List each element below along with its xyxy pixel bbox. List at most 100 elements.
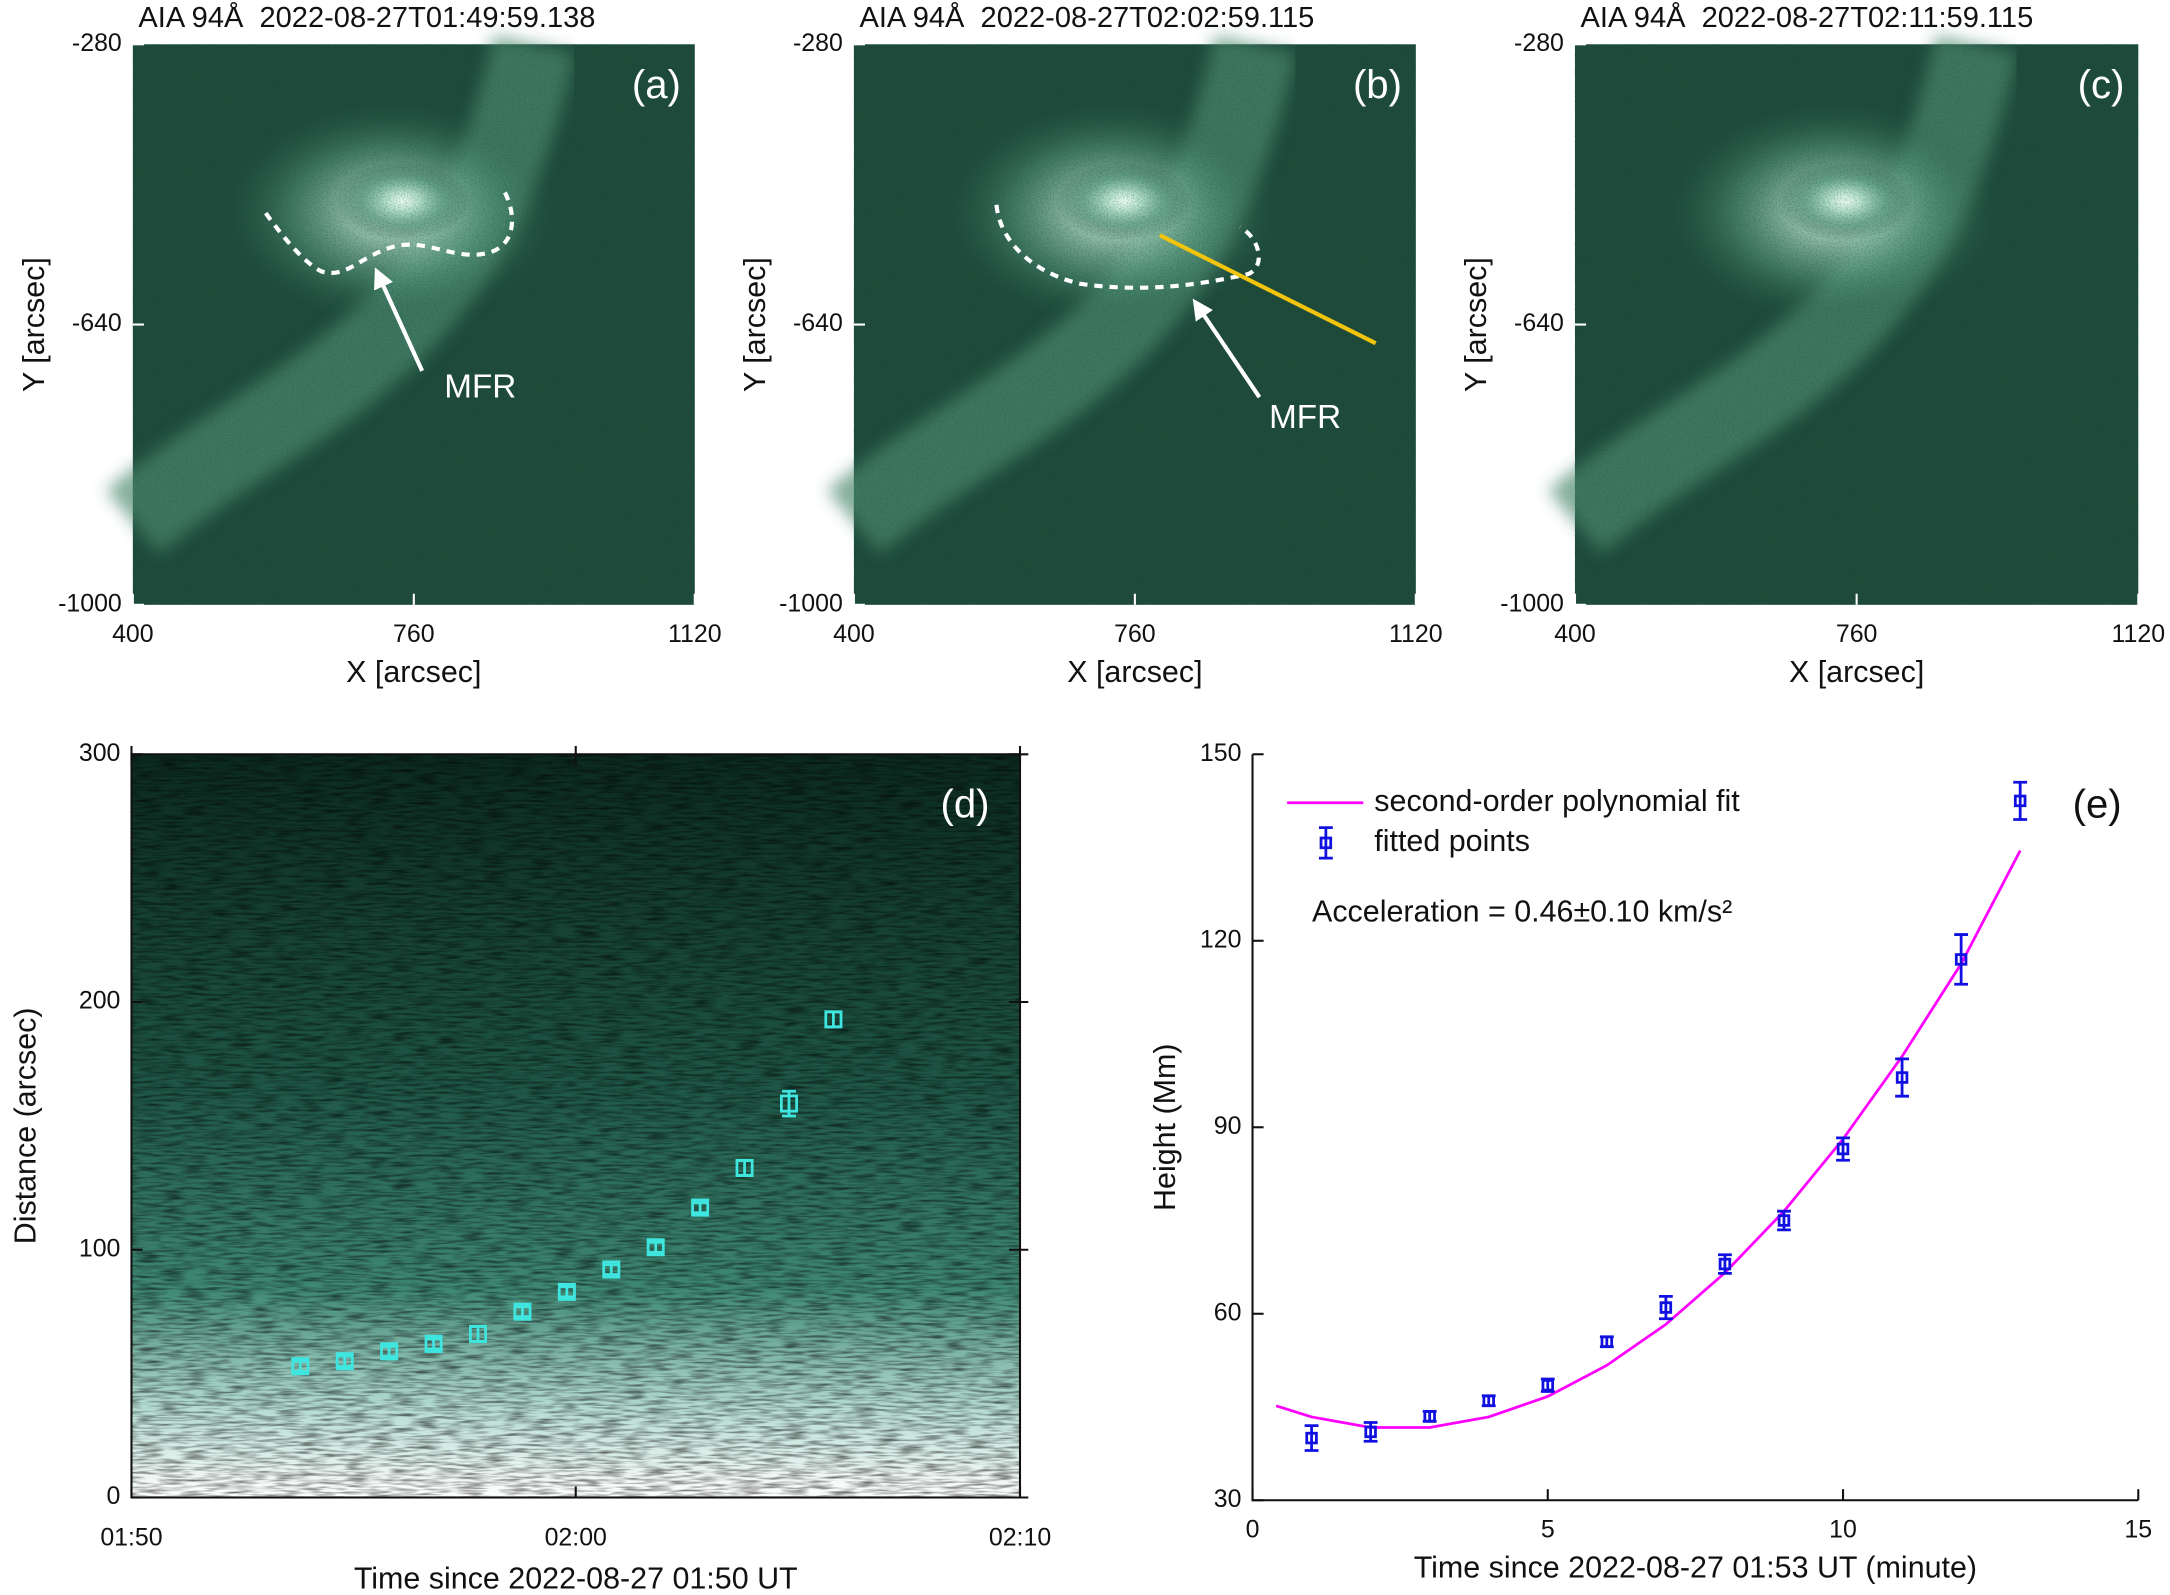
y-tick-label: 30	[1214, 1485, 1242, 1513]
point	[1541, 1379, 1555, 1392]
error-bar	[693, 1201, 708, 1214]
slit	[1158, 233, 1377, 346]
panel-label: (b)	[1353, 62, 1402, 107]
point	[1718, 1257, 1732, 1271]
mfr-outline	[264, 187, 514, 275]
arrow	[1192, 298, 1262, 399]
error-bar	[337, 1354, 352, 1368]
point	[424, 1334, 443, 1353]
y-axis-label: Y [arcsec]	[738, 257, 772, 392]
panel-label: (c)	[2078, 62, 2125, 107]
y-tick-label: 150	[1200, 739, 1242, 767]
x-tick-label: 15	[2124, 1515, 2152, 1543]
image-noise	[131, 754, 1021, 1498]
y-tick-label: -640	[793, 309, 843, 337]
point	[646, 1238, 665, 1257]
y-tick-label: 300	[79, 739, 121, 767]
y-axis-label: Y [arcsec]	[1459, 257, 1493, 392]
x-tick-label: 1120	[1389, 620, 1443, 648]
point	[779, 1094, 798, 1113]
error-bar	[293, 1359, 308, 1373]
error-bar	[382, 1344, 397, 1358]
x-axis-label: X [arcsec]	[1789, 655, 1924, 689]
x-tick-label: 10	[1829, 1515, 1857, 1543]
axis-line	[1251, 754, 2139, 1502]
panel-label: (e)	[2073, 781, 2122, 826]
figure-body: MFR AIA 94Å 2022-08-27T01:49:59.138 (a) 400…	[9, 1, 2165, 1595]
x-tick-label: 1120	[2111, 620, 2165, 648]
point	[335, 1352, 354, 1371]
y-tick-label: 90	[1214, 1112, 1242, 1140]
point	[291, 1357, 310, 1376]
point	[2013, 794, 2027, 808]
y-tick-label: 120	[1200, 925, 1242, 953]
x-tick-label: 1120	[668, 620, 722, 648]
annotation: Acceleration = 0.46±0.10 km/s²	[1312, 894, 1732, 928]
arrow	[374, 267, 425, 372]
y-tick-label: -280	[72, 29, 122, 57]
point	[1600, 1335, 1614, 1348]
point	[1305, 1431, 1318, 1445]
panel-title: AIA 94Å 2022-08-27T02:02:59.115	[859, 1, 1314, 34]
x-axis-label: X [arcsec]	[1067, 655, 1202, 689]
error-bar	[648, 1240, 663, 1254]
point	[1364, 1425, 1377, 1439]
point	[1895, 1071, 1909, 1084]
x-tick-label: 0	[1246, 1515, 1260, 1543]
x-axis-label: Time since 2022-08-27 01:50 UT	[354, 1562, 798, 1595]
y-tick-label: -640	[72, 309, 122, 337]
x-tick-label: 760	[1114, 620, 1156, 648]
annotation: MFR	[1269, 399, 1341, 436]
x-tick-label: 400	[112, 620, 154, 648]
point	[1423, 1410, 1436, 1423]
fit-line	[1275, 849, 2022, 1429]
x-tick-label: 760	[393, 620, 435, 648]
y-tick-label: -280	[793, 29, 843, 57]
legend-label: fitted points	[1374, 824, 1530, 858]
image-grain	[853, 44, 1416, 605]
error-bar	[1954, 933, 1969, 986]
panel-title: AIA 94Å 2022-08-27T02:11:59.115	[1581, 1, 2034, 34]
y-tick-label: -640	[1514, 309, 1564, 337]
point	[602, 1260, 621, 1279]
y-axis-label: Y [arcsec]	[17, 257, 51, 392]
x-tick-label: 01:50	[100, 1524, 162, 1552]
y-tick-label: -280	[1514, 29, 1564, 57]
point	[1482, 1394, 1495, 1408]
x-axis-label: Time since 2022-08-27 01:53 UT (minute)	[1414, 1551, 1977, 1585]
x-tick-label: 5	[1541, 1515, 1555, 1543]
error-bar	[515, 1305, 530, 1319]
aia-image	[106, 35, 695, 605]
x-tick-label: 02:00	[545, 1524, 607, 1552]
mfr-outline	[994, 204, 1261, 290]
point	[1954, 953, 1968, 966]
point	[1777, 1214, 1791, 1227]
error-bar	[559, 1285, 574, 1299]
annotation: MFR	[444, 369, 516, 406]
point	[380, 1342, 399, 1361]
x-tick-label: 760	[1836, 620, 1878, 648]
y-tick-label: 100	[79, 1234, 121, 1262]
error-bar	[426, 1337, 441, 1351]
error-bar	[1895, 1057, 1909, 1098]
point	[1659, 1301, 1673, 1314]
error-bar	[1304, 1424, 1319, 1452]
y-tick-label: 0	[107, 1482, 121, 1510]
y-tick-label: -1000	[779, 589, 843, 617]
panel-label: (a)	[632, 62, 681, 107]
y-tick-label: -1000	[58, 589, 122, 617]
image-grain	[132, 44, 695, 605]
x-axis-label: X [arcsec]	[346, 655, 481, 689]
panel-label: (d)	[941, 781, 990, 826]
y-tick-label: -1000	[1500, 589, 1564, 617]
y-axis-label: Distance (arcsec)	[9, 1007, 43, 1244]
panel-title: AIA 94Å 2022-08-27T01:49:59.138	[138, 1, 595, 34]
point	[1836, 1142, 1850, 1156]
x-tick-label: 02:10	[989, 1524, 1051, 1552]
error-bar	[1658, 1294, 1673, 1321]
error-bar	[2013, 780, 2028, 821]
aia-image	[827, 35, 1416, 605]
point	[513, 1302, 532, 1321]
point	[691, 1198, 710, 1217]
